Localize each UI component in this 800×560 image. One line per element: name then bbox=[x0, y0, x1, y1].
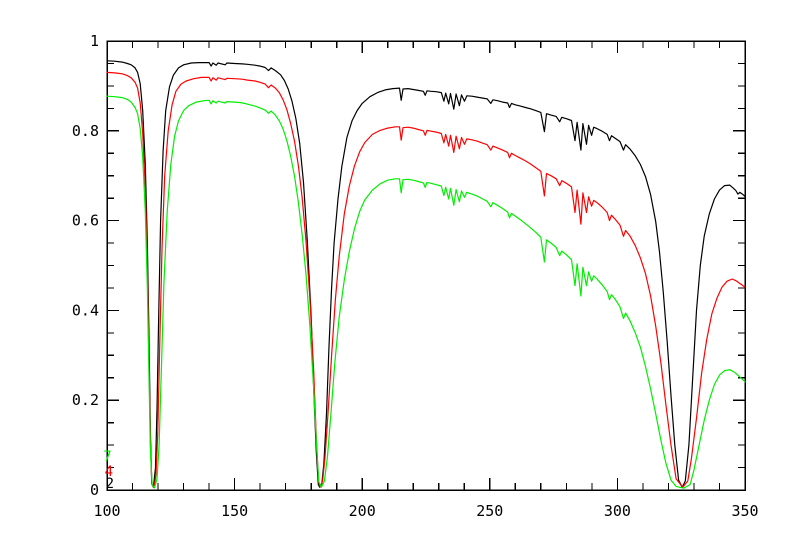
x-tick-label: 300 bbox=[604, 502, 631, 520]
y-tick-label: 0.8 bbox=[72, 122, 99, 140]
curve-7 bbox=[106, 95, 746, 489]
curve-start-label: 2 bbox=[106, 476, 114, 492]
curve-start-label: 4 bbox=[105, 464, 113, 480]
x-tick-label: 350 bbox=[731, 502, 758, 520]
y-tick-label: 0.2 bbox=[72, 391, 99, 409]
curve-2 bbox=[106, 60, 746, 488]
y-tick-label: 0 bbox=[90, 481, 99, 499]
x-tick-label: 250 bbox=[476, 502, 503, 520]
y-tick-label: 1 bbox=[90, 32, 99, 50]
x-tick-label: 150 bbox=[221, 502, 248, 520]
x-tick-label: 200 bbox=[349, 502, 376, 520]
y-tick-label: 0.6 bbox=[72, 212, 99, 230]
curve-start-label: 7 bbox=[103, 449, 111, 465]
y-tick-label: 0.4 bbox=[72, 301, 99, 319]
x-tick-label: 100 bbox=[93, 502, 120, 520]
curve-4 bbox=[106, 71, 746, 489]
